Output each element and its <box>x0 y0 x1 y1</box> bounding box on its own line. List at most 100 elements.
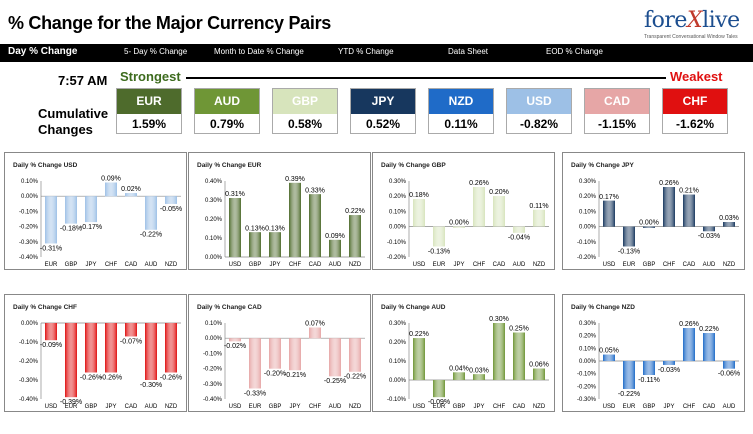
x-tick-label: CAD <box>513 404 526 410</box>
data-label: 0.05% <box>599 348 619 355</box>
data-label: 0.13% <box>245 225 265 232</box>
x-tick-label: USD <box>413 404 426 410</box>
currency-value: 0.52% <box>365 117 401 131</box>
y-tick-label: 0.20% <box>389 340 407 346</box>
bar-shine <box>289 182 301 257</box>
x-tick-label: CAD <box>125 262 138 268</box>
y-tick-label: 0.30% <box>389 179 407 185</box>
forexlive-logo[interactable]: foreXlive Transparent Conversational Win… <box>630 6 745 42</box>
x-tick-label: CHF <box>289 262 302 268</box>
x-tick-label: USD <box>229 262 242 268</box>
y-tick-label: 0.20% <box>205 217 223 223</box>
x-tick-label: NZD <box>533 404 546 410</box>
currency-value: 0.58% <box>287 117 323 131</box>
data-label: -0.25% <box>324 378 346 385</box>
y-tick-label: 0.00% <box>205 255 223 261</box>
bar-shine <box>533 368 545 380</box>
x-tick-label: JPY <box>85 262 96 268</box>
bar-shine <box>683 328 695 361</box>
data-label: 0.09% <box>101 176 121 183</box>
bar-shine <box>643 226 655 228</box>
x-tick-label: CAD <box>125 404 138 410</box>
chart-panel-2: Daily % Change GBP 0.30% 0.20% 0.10% 0.00% -0… <box>372 152 555 270</box>
y-tick-label: 0.10% <box>389 359 407 365</box>
x-tick-label: EUR <box>433 404 446 410</box>
currency-value: 1.59% <box>131 117 167 131</box>
x-tick-label: USD <box>45 404 58 410</box>
y-tick-label: 0.10% <box>205 321 223 327</box>
y-tick-label: 0.00% <box>21 194 39 200</box>
y-tick-label: 0.10% <box>205 236 223 242</box>
x-tick-label: NZD <box>533 262 546 268</box>
chart-panel-1: Daily % Change EUR 0.40% 0.30% 0.20% 0.10% 0.… <box>188 152 371 270</box>
chart-title: Daily % Change NZD <box>571 304 635 311</box>
y-tick-label: -0.20% <box>203 367 223 373</box>
y-tick-label: 0.20% <box>579 334 597 340</box>
y-tick-label: 0.00% <box>579 359 597 365</box>
nav-eod-change[interactable]: EOD % Change <box>546 47 603 56</box>
bar-shine <box>623 226 635 247</box>
data-label: 0.22% <box>409 331 429 338</box>
bar-shine <box>473 374 485 380</box>
y-tick-label: -0.20% <box>387 255 407 261</box>
currency-name: JPY <box>351 89 415 114</box>
chart-title: Daily % Change GBP <box>381 162 446 169</box>
y-tick-label: 0.30% <box>579 321 597 327</box>
currency-value: -1.62% <box>675 117 715 131</box>
data-label: 0.06% <box>529 362 549 369</box>
nav-ytd-change[interactable]: YTD % Change <box>338 47 394 56</box>
nav-5day-change[interactable]: 5- Day % Change <box>124 47 188 56</box>
nav-month-to-date[interactable]: Month to Date % Change <box>214 47 304 56</box>
cumulative-changes-label: Cumulative Changes <box>38 106 109 137</box>
y-tick-label: -0.10% <box>387 397 407 403</box>
y-tick-label: -0.30% <box>19 240 39 246</box>
y-tick-label: -0.40% <box>203 397 223 403</box>
data-label: -0.22% <box>618 391 640 398</box>
x-tick-label: GBP <box>85 404 98 410</box>
x-tick-label: USD <box>603 262 616 268</box>
y-tick-label: 0.10% <box>21 179 39 185</box>
bar-shine <box>105 182 117 197</box>
data-label: -0.39% <box>60 399 82 406</box>
y-tick-label: 0.30% <box>205 198 223 204</box>
data-label: -0.06% <box>718 371 740 378</box>
chart-title: Daily % Change JPY <box>571 162 635 169</box>
bar-chart: Daily % Change NZD 0.30% 0.20% 0.10% 0.00% -0… <box>571 304 740 410</box>
data-label: -0.03% <box>658 367 680 374</box>
y-tick-label: -0.10% <box>577 372 597 378</box>
data-label: 0.02% <box>121 186 141 193</box>
chart-panel-7: Daily % Change NZD 0.30% 0.20% 0.10% 0.00% -0… <box>562 294 745 412</box>
bar-shine <box>643 361 655 375</box>
y-tick-label: -0.20% <box>577 255 597 261</box>
x-tick-label: EUR <box>65 404 78 410</box>
nav-bar: Day % Change 5- Day % Change Month to Da… <box>0 44 753 62</box>
logo-tagline: Transparent Conversational Window Tales <box>644 34 738 40</box>
x-tick-label: GBP <box>643 404 656 410</box>
data-label: -0.26% <box>160 374 182 381</box>
data-label: 0.22% <box>699 326 719 333</box>
x-tick-label: CAD <box>703 404 716 410</box>
currency-box-gbp: GBP 0.58% <box>272 88 338 134</box>
bar-chart: Daily % Change CHF 0.00% -0.10% -0.20% -0.30… <box>13 304 182 410</box>
chart-title: Daily % Change USD <box>13 162 78 169</box>
currency-name: EUR <box>117 89 181 114</box>
x-tick-label: AUD <box>329 262 342 268</box>
data-label: 0.00% <box>639 220 659 227</box>
bar-shine <box>663 187 675 227</box>
x-tick-label: GBP <box>249 262 262 268</box>
bar-shine <box>229 198 241 257</box>
currency-value: 0.11% <box>444 117 478 131</box>
bar-shine <box>413 338 425 380</box>
data-label: 0.17% <box>599 194 619 201</box>
x-tick-label: NZD <box>723 262 736 268</box>
x-tick-label: GBP <box>269 404 282 410</box>
currency-box-nzd: NZD 0.11% <box>428 88 494 134</box>
nav-data-sheet[interactable]: Data Sheet <box>448 47 489 56</box>
data-label: 0.26% <box>659 180 679 187</box>
data-label: 0.22% <box>345 208 365 215</box>
nav-day-change[interactable]: Day % Change <box>8 46 78 57</box>
data-label: 0.03% <box>469 367 489 374</box>
y-tick-label: -0.20% <box>19 225 39 231</box>
x-tick-label: AUD <box>703 262 716 268</box>
currency-box-aud: AUD 0.79% <box>194 88 260 134</box>
